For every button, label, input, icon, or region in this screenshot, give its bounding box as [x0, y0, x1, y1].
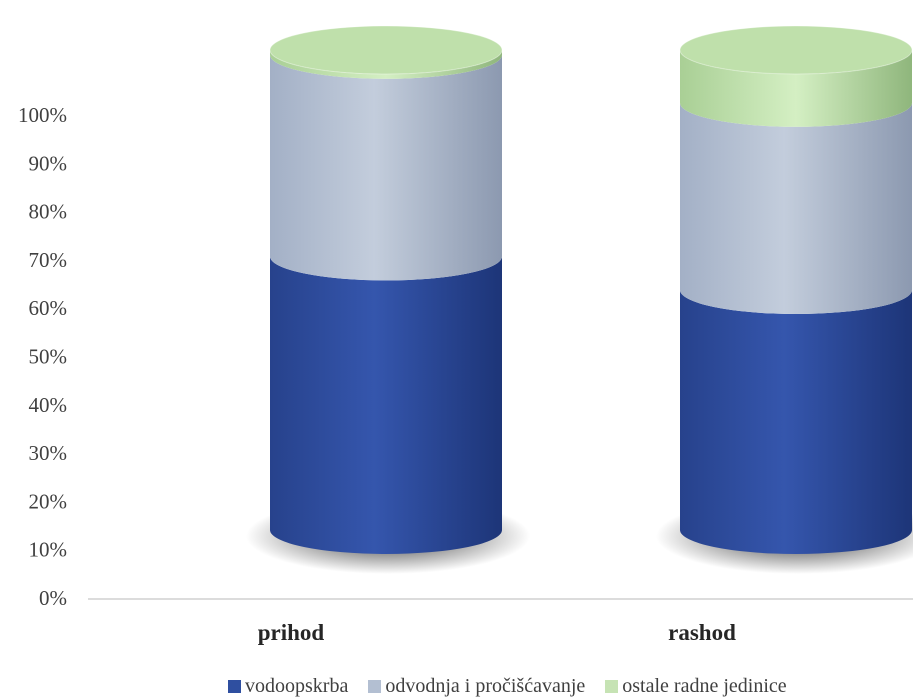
legend-label: odvodnja i pročišćavanje — [385, 675, 585, 698]
legend-label: ostale radne jedinice — [622, 675, 786, 698]
legend-swatch-ostale — [605, 680, 618, 693]
x-axis: prihod rashod — [258, 620, 736, 645]
legend-label: vodoopskrba — [245, 675, 348, 698]
x-category-label: rashod — [668, 620, 736, 645]
bar-segment-prihod-0 — [270, 256, 502, 554]
legend: vodoopskrba odvodnja i pročišćavanje ost… — [228, 675, 787, 698]
y-tick-label: 70% — [29, 248, 68, 272]
legend-swatch-vodoopskrba — [228, 680, 241, 693]
bar-segment-prihod-1 — [270, 55, 502, 281]
bar-rashod — [656, 26, 913, 574]
legend-item-vodoopskrba: vodoopskrba — [228, 675, 348, 698]
y-tick-label: 10% — [29, 538, 68, 562]
y-tick-label: 50% — [29, 345, 68, 369]
y-tick-label: 30% — [29, 441, 68, 465]
y-tick-label: 60% — [29, 296, 68, 320]
y-tick-label: 20% — [29, 489, 68, 513]
legend-swatch-odvodnja — [368, 680, 381, 693]
bar-top-cap — [270, 26, 502, 74]
legend-item-odvodnja: odvodnja i pročišćavanje — [368, 675, 585, 698]
plot-area — [246, 26, 913, 574]
x-category-label: prihod — [258, 620, 325, 645]
y-tick-label: 90% — [29, 151, 68, 175]
legend-item-ostale: ostale radne jedinice — [605, 675, 786, 698]
y-tick-label: 100% — [18, 103, 67, 127]
bar-top-cap — [680, 26, 912, 74]
y-tick-label: 80% — [29, 200, 68, 224]
bar-segment-rashod-0 — [680, 290, 912, 554]
bar-prihod — [246, 26, 530, 574]
y-tick-label: 0% — [39, 586, 67, 610]
y-tick-label: 40% — [29, 393, 68, 417]
bar-segment-rashod-1 — [680, 103, 912, 314]
